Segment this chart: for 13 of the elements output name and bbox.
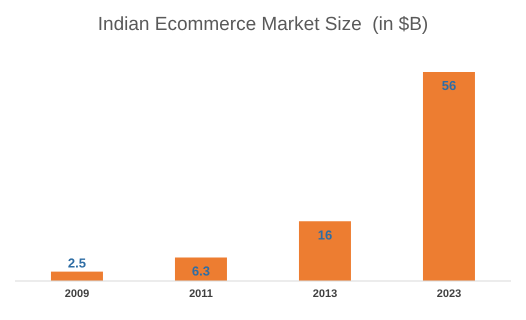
data-label: 2.5 [68,256,86,271]
x-tick-label: 2009 [64,288,90,300]
bar [174,257,227,281]
bar [298,221,351,281]
x-tick-label: 2023 [436,288,462,300]
bar [422,72,475,281]
data-label: 56 [442,78,456,93]
x-tick-label: 2011 [189,288,213,300]
chart-title: Indian Ecommerce Market Size (in $B) [96,14,430,36]
x-tick-label: 2013 [312,288,338,300]
data-label: 16 [318,227,332,242]
data-label: 6.3 [192,263,210,278]
bar [50,272,103,281]
